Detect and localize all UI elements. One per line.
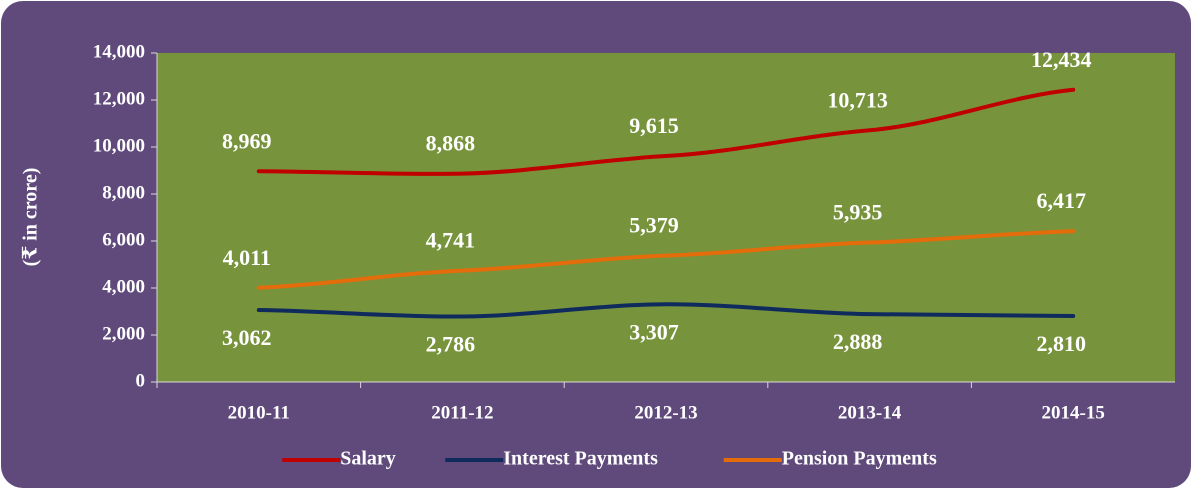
legend-label: Interest Payments xyxy=(503,448,658,470)
y-tick-label: 4,000 xyxy=(102,276,145,297)
x-tick-label: 2012-13 xyxy=(634,402,697,423)
data-label: 2,786 xyxy=(426,332,476,357)
data-label: 9,615 xyxy=(629,113,679,138)
data-label: 4,011 xyxy=(223,245,271,270)
data-label: 3,062 xyxy=(222,325,272,350)
data-label: 12,434 xyxy=(1031,47,1092,72)
series-line xyxy=(256,87,1076,176)
x-tick-label: 2014-15 xyxy=(1042,402,1105,423)
data-label: 4,741 xyxy=(426,228,476,253)
data-label: 2,810 xyxy=(1036,331,1086,356)
y-tick-label: 10,000 xyxy=(93,135,145,156)
y-tick-label: 8,000 xyxy=(102,182,145,203)
legend-label: Salary xyxy=(340,448,396,470)
legend-label: Pension Payments xyxy=(782,448,937,470)
y-tick-label: 14,000 xyxy=(93,41,145,62)
x-tick-label: 2013-14 xyxy=(838,402,902,423)
data-label: 10,713 xyxy=(827,87,888,112)
plot-area xyxy=(157,53,1175,382)
data-label: 8,969 xyxy=(222,128,272,153)
y-axis-title: (₹ in crore) xyxy=(20,168,42,267)
data-label: 3,307 xyxy=(629,319,679,344)
series-line xyxy=(256,302,1076,319)
y-tick-label: 0 xyxy=(136,370,146,391)
data-label: 5,379 xyxy=(629,213,679,238)
x-tick-label: 2011-12 xyxy=(431,402,493,423)
y-tick-label: 2,000 xyxy=(102,323,145,344)
x-tick-label: 2010-11 xyxy=(228,402,290,423)
series-line xyxy=(256,229,1076,290)
y-tick-label: 6,000 xyxy=(102,229,145,250)
data-label: 2,888 xyxy=(833,329,883,354)
data-label: 6,417 xyxy=(1036,188,1086,213)
data-label: 8,868 xyxy=(426,131,476,156)
y-tick-label: 12,000 xyxy=(93,88,145,109)
data-label: 5,935 xyxy=(833,200,883,225)
